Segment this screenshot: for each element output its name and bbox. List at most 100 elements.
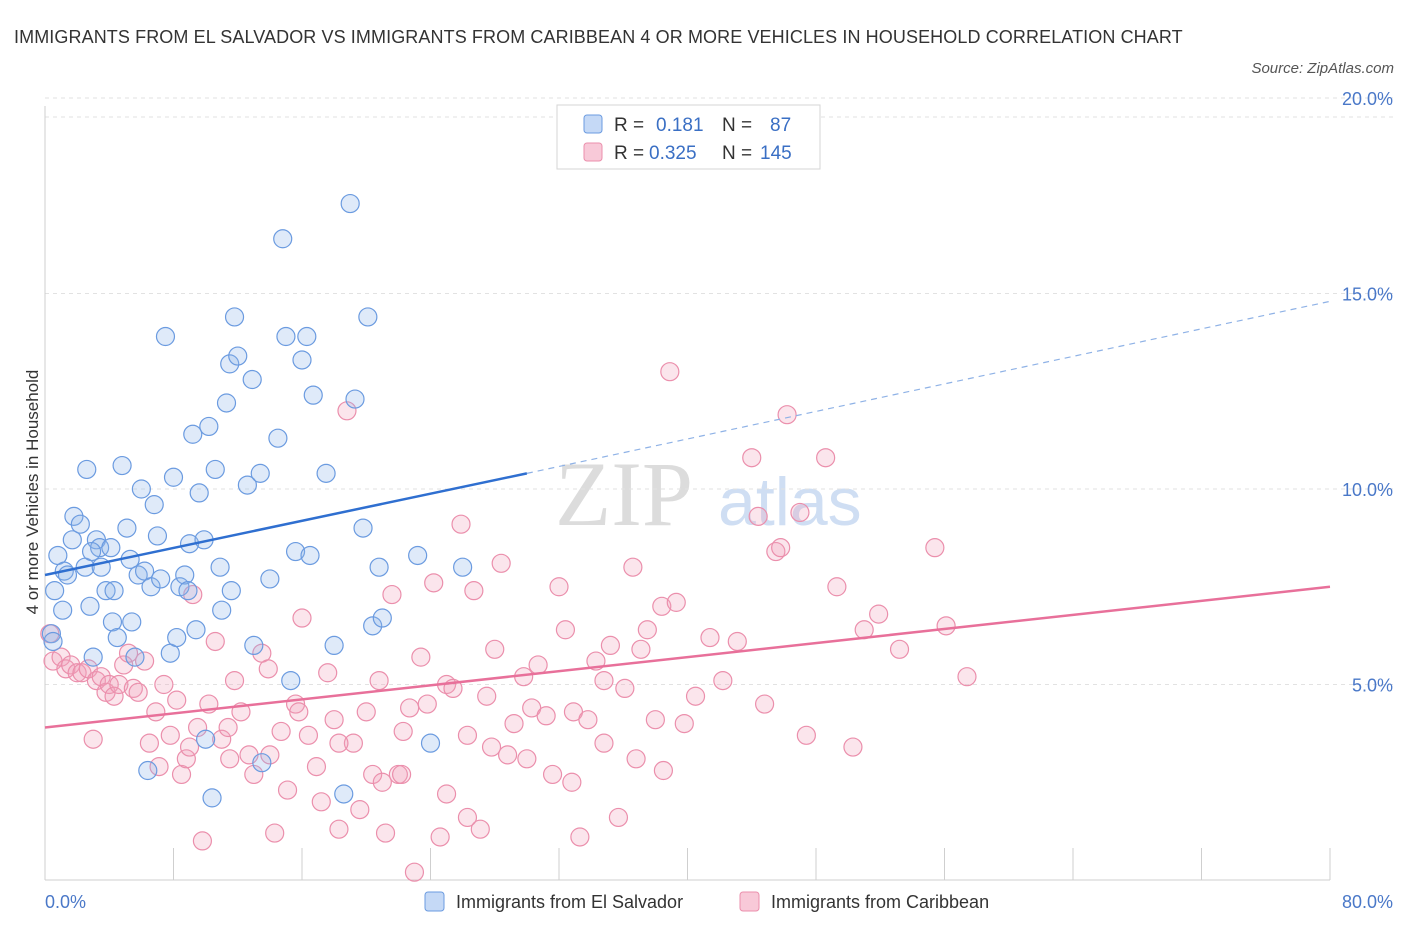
el-salvador-point [228, 346, 248, 366]
el-salvador-point [175, 565, 195, 585]
y-tick-label: 10.0% [1342, 480, 1393, 500]
legend-n-label-1: N = [722, 115, 752, 136]
caribbean-point [139, 733, 160, 753]
caribbean-point [436, 784, 457, 804]
caribbean-point [67, 663, 87, 683]
caribbean-point [356, 702, 376, 722]
caribbean-point [570, 827, 590, 847]
caribbean-point [424, 573, 444, 593]
legend-n-label-2: N = [722, 143, 752, 164]
el-salvador-point [345, 389, 365, 409]
legend-r-value-2: 0.325 [649, 143, 697, 164]
legend-swatch-el-salvador [583, 114, 603, 134]
caribbean-point [666, 592, 686, 612]
caribbean-point [369, 670, 389, 691]
bottom-legend-swatch-el-salvador [424, 891, 445, 912]
caribbean-point [372, 772, 392, 792]
caribbean-point [350, 800, 370, 820]
caribbean-point [260, 745, 280, 765]
caribbean-point [843, 737, 863, 757]
el-salvador-point [372, 608, 392, 628]
caribbean-point [451, 514, 471, 534]
series-legend: Immigrants from El Salvador Immigrants f… [424, 891, 989, 912]
caribbean-point [400, 698, 420, 718]
caribbean-point [623, 557, 643, 577]
caribbean-point [637, 620, 657, 640]
caribbean-point [816, 448, 836, 468]
el-salvador-point [212, 600, 232, 620]
bottom-legend-caribbean: Immigrants from Caribbean [771, 892, 989, 912]
el-salvador-point [196, 729, 216, 749]
el-salvador-point [131, 479, 151, 499]
el-salvador-point [178, 581, 198, 601]
caribbean-point [600, 635, 621, 656]
el-salvador-point [202, 788, 222, 808]
el-salvador-point [220, 354, 240, 374]
caribbean-point [404, 862, 425, 882]
caribbean-point [277, 780, 298, 800]
el-salvador-point [43, 631, 63, 652]
el-salvador-point [138, 760, 158, 781]
chart-title: IMMIGRANTS FROM EL SALVADOR VS IMMIGRANT… [14, 27, 1183, 47]
el-salvador-point [122, 612, 142, 632]
y-tick-label: 15.0% [1342, 285, 1393, 305]
caribbean-point [329, 819, 349, 839]
el-salvador-point [369, 557, 389, 577]
caribbean-point [265, 823, 285, 843]
el-salvador-point [96, 581, 116, 601]
caribbean-point [393, 721, 413, 742]
caribbean-point [457, 807, 478, 828]
caribbean-point [212, 729, 232, 749]
caribbean-point [827, 577, 847, 597]
el-salvador-point [252, 753, 272, 773]
caribbean-point [149, 757, 169, 777]
el-salvador-point [292, 350, 312, 370]
caribbean-point [298, 725, 319, 745]
caribbean-point [626, 749, 646, 769]
el-salvador-point [316, 463, 336, 483]
caribbean-point [889, 639, 910, 659]
el-salvador-point [107, 627, 127, 648]
caribbean-point [192, 831, 213, 851]
caribbean-point [51, 647, 71, 667]
el-salvador-point [334, 784, 354, 804]
el-salvador-point [303, 385, 323, 405]
caribbean-point [653, 760, 674, 781]
caribbean-point [754, 694, 775, 714]
caribbean-point [790, 502, 810, 523]
el-salvador-point [141, 577, 161, 597]
watermark: ZIP atlas [555, 443, 862, 545]
x-tick-label-max: 80.0% [1342, 892, 1393, 912]
caribbean-point [146, 702, 166, 722]
caribbean-point [771, 538, 791, 558]
caribbean-point [292, 608, 312, 628]
el-salvador-point [102, 612, 123, 632]
caribbean-point [128, 682, 148, 702]
caribbean-point [109, 674, 129, 695]
el-salvador-point [81, 541, 102, 562]
caribbean-point [869, 604, 889, 624]
caribbean-point [748, 506, 768, 526]
caribbean-point [562, 772, 582, 792]
caribbean-point [594, 733, 614, 753]
watermark-atlas: atlas [718, 464, 862, 540]
caribbean-point [777, 405, 797, 425]
legend-r-value-1: 0.181 [656, 115, 704, 136]
caribbean-point [491, 553, 511, 573]
legend-n-value-1: 87 [770, 115, 791, 136]
el-salvador-point [420, 733, 441, 753]
caribbean-point [631, 639, 651, 659]
caribbean-point [536, 706, 556, 726]
caribbean-point [375, 823, 396, 843]
el-salvador-point [273, 229, 293, 249]
caribbean-point [220, 749, 240, 769]
caribbean-point [685, 686, 706, 706]
el-salvador-point [285, 541, 306, 562]
el-salvador-point [353, 518, 373, 538]
caribbean-point [160, 725, 180, 745]
el-salvador-point [268, 428, 288, 448]
el-salvador-point [117, 518, 137, 538]
el-salvador-point [167, 627, 187, 648]
caribbean-point [578, 710, 598, 730]
el-salvador-point [363, 616, 383, 636]
